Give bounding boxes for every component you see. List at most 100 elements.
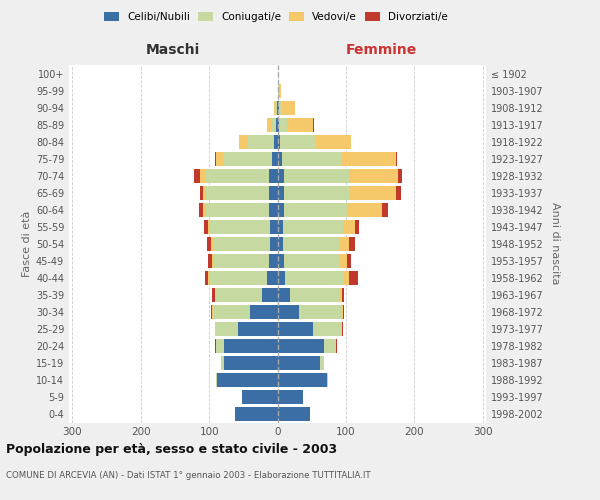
Bar [283, 220, 343, 234]
Bar [343, 152, 396, 166]
Bar [270, 220, 277, 234]
Bar [211, 305, 212, 319]
Bar [396, 152, 397, 166]
Bar [208, 271, 210, 285]
Text: Maschi: Maschi [146, 44, 200, 58]
Text: Femmine: Femmine [346, 44, 418, 58]
Bar [269, 186, 277, 200]
Bar [207, 237, 211, 250]
Bar [277, 305, 299, 319]
Bar [267, 118, 271, 132]
Bar [277, 356, 320, 370]
Bar [206, 168, 269, 182]
Bar [213, 254, 269, 268]
Bar [277, 237, 283, 250]
Bar [349, 186, 396, 200]
Bar [284, 168, 349, 182]
Bar [274, 134, 277, 148]
Bar [284, 186, 349, 200]
Text: Popolazione per età, sesso e stato civile - 2003: Popolazione per età, sesso e stato civil… [6, 442, 337, 456]
Bar [210, 220, 270, 234]
Bar [398, 168, 402, 182]
Bar [276, 118, 277, 132]
Bar [239, 134, 248, 148]
Bar [205, 271, 208, 285]
Bar [349, 168, 398, 182]
Bar [216, 339, 224, 353]
Bar [342, 305, 343, 319]
Bar [277, 339, 324, 353]
Bar [343, 305, 344, 319]
Bar [216, 152, 223, 166]
Bar [279, 118, 287, 132]
Bar [212, 288, 215, 302]
Bar [277, 152, 282, 166]
Bar [277, 220, 283, 234]
Bar [344, 271, 349, 285]
Bar [347, 202, 382, 216]
Bar [316, 134, 352, 148]
Bar [349, 237, 355, 250]
Bar [282, 152, 343, 166]
Bar [224, 339, 277, 353]
Bar [349, 271, 358, 285]
Bar [206, 202, 269, 216]
Bar [211, 237, 213, 250]
Bar [224, 356, 277, 370]
Bar [279, 100, 281, 114]
Bar [284, 202, 347, 216]
Bar [267, 271, 277, 285]
Legend: Celibi/Nubili, Coniugati/e, Vedovi/e, Divorziati/e: Celibi/Nubili, Coniugati/e, Vedovi/e, Di… [100, 8, 452, 26]
Bar [213, 237, 270, 250]
Bar [277, 134, 280, 148]
Bar [212, 254, 213, 268]
Bar [272, 152, 277, 166]
Bar [277, 390, 304, 404]
Bar [238, 322, 277, 336]
Bar [250, 305, 277, 319]
Bar [320, 356, 324, 370]
Bar [327, 373, 328, 387]
Bar [285, 271, 344, 285]
Bar [280, 134, 316, 148]
Bar [215, 288, 216, 302]
Bar [324, 339, 336, 353]
Y-axis label: Anni di nascita: Anni di nascita [550, 202, 560, 285]
Bar [284, 254, 340, 268]
Bar [269, 254, 277, 268]
Text: COMUNE DI ARCEVIA (AN) - Dati ISTAT 1° gennaio 2003 - Elaborazione TUTTITALIA.IT: COMUNE DI ARCEVIA (AN) - Dati ISTAT 1° g… [6, 471, 371, 480]
Bar [396, 186, 401, 200]
Bar [269, 202, 277, 216]
Bar [221, 356, 224, 370]
Bar [262, 288, 277, 302]
Bar [216, 288, 262, 302]
Bar [277, 254, 284, 268]
Bar [205, 220, 208, 234]
Bar [210, 271, 267, 285]
Bar [242, 390, 277, 404]
Bar [283, 237, 340, 250]
Bar [343, 220, 355, 234]
Bar [277, 186, 284, 200]
Bar [299, 305, 342, 319]
Bar [203, 202, 206, 216]
Bar [270, 237, 277, 250]
Bar [215, 322, 238, 336]
Bar [336, 339, 337, 353]
Bar [313, 118, 314, 132]
Bar [277, 322, 313, 336]
Bar [313, 322, 342, 336]
Bar [208, 220, 210, 234]
Bar [208, 254, 212, 268]
Bar [212, 305, 250, 319]
Bar [281, 100, 295, 114]
Bar [203, 186, 206, 200]
Bar [340, 237, 349, 250]
Bar [275, 100, 277, 114]
Bar [277, 288, 290, 302]
Bar [340, 254, 347, 268]
Bar [248, 134, 274, 148]
Bar [271, 118, 276, 132]
Bar [200, 186, 203, 200]
Bar [269, 168, 277, 182]
